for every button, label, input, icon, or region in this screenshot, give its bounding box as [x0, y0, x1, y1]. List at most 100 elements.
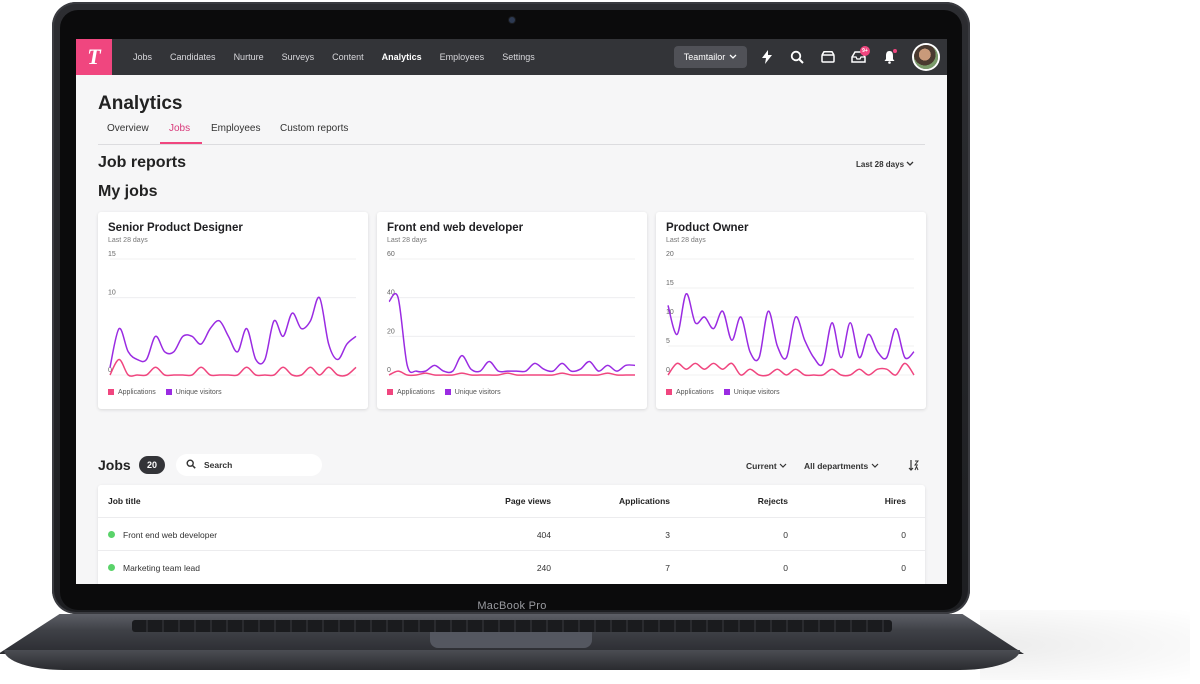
applications-cell: 7: [665, 563, 670, 573]
applications-series-line: [109, 358, 357, 377]
unique-visitors-series-line: [667, 293, 915, 367]
y-tick-label: 15: [666, 280, 674, 287]
job-chart-card[interactable]: Product Owner Last 28 days 0 5 10 15 20 Appl…: [656, 212, 926, 409]
jobs-count-badge: 20: [139, 456, 165, 474]
top-navigation-bar: T Jobs Candidates Nurture Surveys Conten…: [76, 39, 947, 75]
company-switcher[interactable]: Teamtailor: [674, 46, 747, 68]
store-icon[interactable]: [820, 49, 836, 65]
card-subtitle: Last 28 days: [666, 237, 706, 244]
rejects-cell: 0: [783, 563, 788, 573]
job-reports-heading: Job reports: [98, 154, 187, 171]
rejects-cell: 0: [783, 530, 788, 540]
bell-unread-dot: [893, 49, 897, 53]
hires-cell: 0: [901, 563, 906, 573]
status-filter-dropdown[interactable]: Current: [746, 461, 787, 471]
company-name: Teamtailor: [683, 52, 726, 62]
chevron-down-icon: [906, 160, 914, 169]
notification-badge: 9+: [860, 46, 870, 56]
table-row[interactable]: Marketing team lead 240 7 0 0: [98, 550, 925, 584]
jobs-heading: Jobs: [98, 457, 131, 473]
job-line-chart: 0 10 15: [108, 251, 357, 377]
job-title-cell[interactable]: Front end web developer: [123, 530, 218, 540]
inbox-icon[interactable]: [850, 49, 866, 65]
card-subtitle: Last 28 days: [387, 237, 427, 244]
applications-series-line: [667, 362, 915, 377]
nav-surveys[interactable]: Surveys: [281, 52, 315, 62]
page-views-cell: 240: [536, 563, 551, 573]
legend-unique-visitors: Unique visitors: [165, 389, 222, 396]
chart-legend: Applications Unique visitors: [387, 389, 501, 396]
job-chart-card[interactable]: Front end web developer Last 28 days 0 20…: [377, 212, 647, 409]
laptop-hinge: [430, 632, 592, 648]
table-row[interactable]: Front end web developer 404 3 0 0: [98, 517, 925, 551]
analytics-tabs: Overview Jobs Employees Custom reports: [98, 123, 925, 145]
search-icon[interactable]: [789, 49, 805, 65]
y-tick-label: 60: [387, 251, 395, 258]
y-tick-label: 5: [666, 338, 670, 345]
tab-overview[interactable]: Overview: [107, 123, 149, 134]
laptop-keyboard: [132, 620, 892, 632]
nav-content[interactable]: Content: [332, 52, 364, 62]
column-hires[interactable]: Hires: [884, 496, 906, 506]
laptop-shadow: [980, 610, 1190, 680]
status-filter-value: Current: [746, 461, 777, 471]
card-title: Product Owner: [666, 222, 749, 234]
sort-icon[interactable]: [908, 459, 920, 474]
status-dot: [108, 531, 115, 538]
department-filter-dropdown[interactable]: All departments: [804, 461, 879, 471]
y-tick-label: 15: [108, 251, 116, 258]
chart-legend: Applications Unique visitors: [108, 389, 222, 396]
tab-jobs[interactable]: Jobs: [169, 123, 191, 134]
y-tick-label: 40: [387, 290, 395, 297]
search-icon: [186, 459, 196, 471]
applications-cell: 3: [665, 530, 670, 540]
search-placeholder: Search: [204, 460, 233, 470]
legend-unique-visitors: Unique visitors: [723, 389, 780, 396]
unique-visitors-series-line: [388, 292, 636, 374]
tab-employees[interactable]: Employees: [211, 123, 261, 134]
legend-applications: Applications: [666, 389, 714, 396]
nav-nurture[interactable]: Nurture: [233, 52, 264, 62]
my-jobs-heading: My jobs: [98, 183, 158, 200]
card-title: Front end web developer: [387, 222, 524, 234]
y-tick-label: 20: [666, 251, 674, 258]
y-tick-label: 20: [387, 328, 395, 335]
card-subtitle: Last 28 days: [108, 237, 148, 244]
legend-unique-visitors: Unique visitors: [444, 389, 501, 396]
job-title-cell[interactable]: Marketing team lead: [123, 563, 201, 573]
device-label: MacBook Pro: [477, 600, 547, 612]
date-range-dropdown[interactable]: Last 28 days: [856, 160, 914, 169]
y-tick-label: 0: [108, 367, 112, 374]
column-applications[interactable]: Applications: [618, 496, 670, 506]
column-rejects[interactable]: Rejects: [757, 496, 788, 506]
lightning-icon[interactable]: [759, 49, 775, 65]
y-tick-label: 10: [108, 290, 116, 297]
job-chart-card[interactable]: Senior Product Designer Last 28 days 0 10…: [98, 212, 368, 409]
tab-custom-reports[interactable]: Custom reports: [280, 123, 349, 134]
applications-series-line: [388, 370, 635, 377]
avatar[interactable]: [914, 45, 938, 69]
camera-icon: [509, 17, 515, 23]
column-job-title[interactable]: Job title: [108, 496, 141, 506]
nav-candidates[interactable]: Candidates: [170, 52, 216, 62]
column-page-views[interactable]: Page views: [505, 496, 551, 506]
card-title: Senior Product Designer: [108, 222, 243, 234]
page-views-cell: 404: [536, 530, 551, 540]
app-screen: T Jobs Candidates Nurture Surveys Conten…: [76, 39, 947, 584]
jobs-table: Job title Page views Applications Reject…: [98, 485, 925, 584]
job-line-chart: 0 20 40 60: [387, 251, 636, 377]
teamtailor-logo[interactable]: T: [76, 39, 112, 75]
bell-icon[interactable]: [881, 49, 897, 65]
nav-employees[interactable]: Employees: [439, 52, 485, 62]
page-title: Analytics: [98, 93, 183, 114]
nav-analytics[interactable]: Analytics: [381, 52, 422, 62]
y-tick-label: 0: [387, 367, 391, 374]
legend-applications: Applications: [387, 389, 435, 396]
date-range-value: Last 28 days: [856, 160, 905, 169]
chevron-down-icon: [729, 52, 737, 62]
active-tab-indicator: [160, 142, 202, 144]
search-input[interactable]: Search: [176, 454, 322, 476]
nav-settings[interactable]: Settings: [502, 52, 535, 62]
nav-jobs[interactable]: Jobs: [133, 52, 153, 62]
